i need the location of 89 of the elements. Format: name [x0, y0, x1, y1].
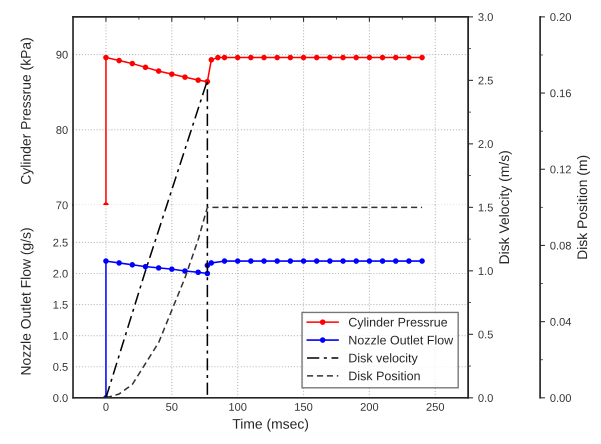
y2-tick-label: 3.0 — [478, 13, 493, 22]
x-tick-label: 150 — [295, 402, 312, 411]
point — [392, 54, 399, 60]
y-tick-label: 80 — [56, 126, 68, 134]
point — [234, 54, 240, 60]
y2-tick-label: 0.5 — [478, 330, 493, 338]
y3-tick-label: 0.00 — [550, 394, 572, 402]
y-tick-label: 0.5 — [53, 363, 68, 371]
point — [300, 54, 306, 60]
y2-axis-title: Disk Velocity (m/s) — [498, 151, 512, 264]
point — [261, 258, 267, 264]
y2-tick-label: 1.0 — [478, 267, 493, 275]
point — [142, 64, 148, 70]
y3-tick-label: 0.08 — [550, 242, 571, 250]
point — [103, 54, 109, 60]
legend-label: Cylinder Pressrue — [348, 317, 448, 330]
y3-tick-label: 0.04 — [550, 318, 572, 326]
point — [419, 258, 425, 264]
point — [103, 258, 109, 264]
point — [406, 258, 412, 264]
x-tick-label: 50 — [166, 402, 178, 411]
y3-axis-title: Disk Position (m) — [577, 156, 590, 259]
point — [366, 54, 372, 60]
point — [340, 258, 346, 264]
point — [234, 258, 240, 264]
point — [406, 54, 412, 60]
point — [340, 54, 346, 60]
y-tick-label: 0.0 — [53, 394, 68, 402]
y-tick-label: 2.0 — [53, 270, 68, 278]
point — [288, 258, 294, 264]
legend-label: Nozzle Outlet Flow — [349, 335, 454, 345]
y-axis-title: Nozzle Outlet Flow (g/s) — [20, 228, 34, 374]
y2-tick-label: 1.5 — [478, 204, 493, 212]
x-tick-label: 100 — [229, 402, 247, 411]
y-tick-label: 2.5 — [53, 238, 68, 247]
y-tick-label: 70 — [56, 201, 68, 210]
point — [169, 266, 175, 272]
point — [182, 268, 188, 274]
point — [327, 54, 333, 60]
point — [314, 54, 320, 60]
point — [248, 54, 254, 60]
point — [142, 264, 148, 270]
x-tick-label: 0 — [103, 402, 109, 411]
point — [215, 54, 221, 60]
y2-tick-label: 0.0 — [478, 394, 493, 402]
point — [274, 258, 280, 264]
point — [327, 258, 333, 264]
point — [116, 260, 122, 266]
point — [195, 269, 201, 276]
point — [204, 270, 210, 276]
point — [353, 54, 359, 60]
point — [392, 258, 399, 264]
point — [222, 54, 228, 60]
point — [222, 258, 228, 264]
point — [274, 54, 280, 60]
point — [116, 58, 122, 64]
y-tick-label: 1.0 — [54, 332, 68, 340]
point — [182, 74, 188, 80]
point — [208, 260, 214, 266]
y-axis-title: Cylinder Pressrue (kPa) — [20, 38, 34, 184]
point — [380, 258, 386, 264]
point — [156, 68, 162, 74]
y-tick-label: 90 — [56, 50, 68, 59]
y3-tick-label: 0.16 — [550, 89, 571, 98]
point — [169, 71, 175, 77]
y2-tick-label: 2.5 — [478, 76, 493, 84]
point — [208, 57, 214, 63]
x-axis-title: Time (msec) — [232, 418, 308, 432]
x-tick-label: 200 — [360, 402, 378, 411]
point — [419, 54, 425, 60]
y3-tick-label: 0.20 — [550, 13, 572, 22]
point — [300, 258, 306, 264]
x-tick-label: 250 — [426, 402, 444, 411]
legend-label: Disk velocity — [349, 353, 418, 365]
point — [130, 262, 136, 268]
y2-tick-label: 2.0 — [478, 140, 493, 148]
point — [353, 258, 359, 264]
point — [314, 258, 320, 264]
point — [366, 258, 372, 264]
y-tick-label: 1.5 — [54, 300, 68, 309]
point — [156, 265, 162, 271]
point — [288, 54, 294, 60]
y3-tick-label: 0.12 — [550, 166, 571, 174]
point — [130, 60, 136, 66]
point — [261, 54, 267, 60]
point — [195, 77, 201, 83]
point — [248, 258, 254, 264]
legend-label: Disk Position — [349, 371, 420, 380]
point — [380, 54, 386, 60]
